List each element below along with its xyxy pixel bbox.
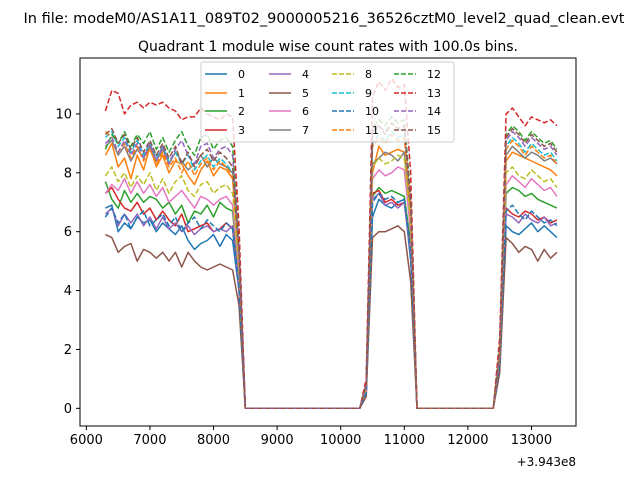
y-tick-label: 2 [64,343,72,358]
x-tick-label: 8000 [197,433,230,448]
plot-lines [104,77,558,410]
figure-suptitle: In file: modeM0/AS1A11_089T02_9000005216… [24,11,625,27]
y-tick-label: 0 [64,402,72,417]
x-tick-label: 13000 [511,433,552,448]
legend-label-5: 5 [302,87,309,100]
legend-label-3: 3 [238,124,245,137]
x-tick-label: 11000 [384,433,425,448]
legend-label-14: 14 [427,105,441,118]
y-tick-label: 6 [64,225,72,240]
y-tick-label: 8 [64,166,72,181]
x-tick-label: 6000 [70,433,103,448]
x-tick-label: 10000 [320,433,361,448]
legend-label-10: 10 [365,105,379,118]
x-axis: 6000 7000 8000 9000 10000 11000 12000 13000 [70,426,552,448]
legend-label-8: 8 [365,68,372,81]
legend-label-12: 12 [427,68,441,81]
legend-label-9: 9 [365,87,372,100]
legend-label-13: 13 [427,87,441,100]
legend-label-2: 2 [238,105,245,118]
x-tick-label: 9000 [261,433,294,448]
y-axis: 0 2 4 6 8 10 [55,107,80,417]
chart-title: Quadrant 1 module wise count rates with … [138,39,518,55]
series-line-10 [104,192,558,410]
axes-frame [79,57,577,427]
legend-label-15: 15 [427,124,441,137]
x-offset-text: +3.943e8 [517,455,576,469]
y-tick-label: 4 [64,284,72,299]
series-line-15 [104,122,558,410]
legend-label-6: 6 [302,105,309,118]
y-tick-label: 10 [55,107,72,122]
legend-label-4: 4 [302,68,309,81]
legend-label-7: 7 [302,124,309,137]
x-tick-label: 7000 [133,433,166,448]
legend-label-1: 1 [238,87,245,100]
legend-label-11: 11 [365,124,379,137]
legend-frame [200,61,455,143]
legend-label-0: 0 [238,68,245,81]
x-tick-label: 12000 [447,433,488,448]
